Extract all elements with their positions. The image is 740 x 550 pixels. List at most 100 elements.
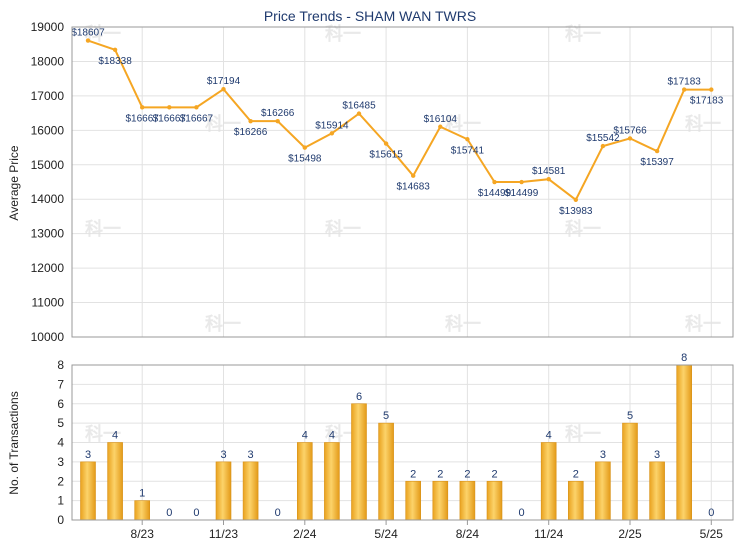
watermark-text: 科一 [445,313,481,334]
transactions-axis-label: No. of Transactions [7,391,21,494]
transactions-y-tick-label: 8 [57,358,64,372]
transaction-bar [486,480,503,521]
transaction-bar-label: 5 [627,410,633,422]
price-point [411,173,416,178]
transaction-bar [242,461,259,521]
price-point [194,105,199,110]
transaction-bar-label: 0 [708,507,714,519]
transaction-bar-label: 2 [437,468,443,480]
transaction-bar-label: 2 [573,468,579,480]
price-point [465,137,470,142]
transaction-bar [595,461,611,521]
x-tick-label: 8/24 [456,527,480,541]
price-point [546,177,551,182]
transaction-bar-label: 5 [383,410,389,422]
transaction-bar-label: 4 [546,430,552,442]
transaction-bar [405,480,422,521]
transaction-bar [215,461,232,521]
price-point [438,124,443,129]
price-data-label: $16667 [126,113,160,124]
transaction-bar [296,442,313,521]
price-point [167,105,172,110]
price-point [682,87,687,92]
transaction-bar [622,422,638,521]
transaction-bar-label: 3 [220,449,226,461]
transaction-bar-label: 3 [85,449,91,461]
transaction-bar [378,422,394,521]
price-y-tick-label: 19000 [31,20,65,34]
transactions-plot-frame [71,364,734,521]
watermark-text: 科一 [85,423,121,444]
price-data-label: $18338 [98,56,132,67]
price-y-tick-label: 17000 [31,89,65,103]
price-point [383,141,389,146]
transactions-y-tick-label: 5 [57,416,64,430]
watermark-text: 科一 [565,218,601,239]
price-point [85,38,91,43]
transactions-y-tick-label: 4 [57,436,64,450]
watermark-text: 科一 [685,113,721,134]
transaction-bar [567,480,584,521]
transaction-bar [432,480,449,521]
transaction-bar [80,461,96,521]
watermark-text: 科一 [445,113,481,134]
price-data-label: $15542 [586,133,620,144]
watermark-text: 科一 [565,423,601,444]
price-point [627,136,633,141]
price-point [140,105,145,110]
x-tick-label: 2/24 [293,527,317,541]
transaction-bar-label: 4 [112,430,118,442]
price-data-label: $15615 [369,150,403,161]
price-data-label: $16104 [424,114,458,125]
transactions-y-tick-label: 2 [57,474,64,488]
price-data-label: $14499 [478,188,512,199]
transaction-bar-label: 2 [410,468,416,480]
price-point [302,145,307,150]
price-point [654,148,660,154]
transaction-bar [324,442,340,521]
transaction-bar-label: 0 [166,507,172,519]
price-point [329,131,335,136]
price-y-tick-label: 15000 [31,158,65,172]
price-data-label: $15914 [315,120,349,131]
price-data-label: $15766 [613,125,647,136]
price-data-label: $14581 [532,166,566,177]
transaction-bar-label: 0 [519,507,525,519]
price-data-label: $16667 [180,113,214,124]
price-data-label: $17183 [668,77,702,88]
transaction-bar [459,480,476,521]
transactions-y-tick-label: 3 [57,455,64,469]
price-point [573,197,578,203]
price-data-label: $16485 [342,101,376,112]
price-data-label: $16266 [261,108,295,119]
x-tick-label: 11/23 [209,527,238,541]
price-axis-label: Average Price [7,145,21,220]
price-data-label: $15498 [288,154,322,165]
price-y-tick-label: 16000 [31,123,65,137]
price-data-label: $13983 [559,206,593,217]
transactions-y-tick-label: 7 [57,377,64,391]
price-point [221,87,226,92]
transaction-bar [649,461,665,521]
price-data-label: $17183 [690,96,724,107]
price-point [275,118,280,124]
transaction-bar-label: 3 [600,449,606,461]
transaction-bar-label: 2 [491,468,497,480]
transactions-y-tick-label: 6 [57,397,64,411]
price-point [248,118,253,124]
watermark-text: 科一 [85,23,121,44]
price-point [112,47,118,53]
price-point [709,87,714,92]
transactions-y-tick-label: 0 [57,513,64,527]
price-y-tick-label: 12000 [31,261,65,275]
x-tick-label: 5/24 [374,527,398,541]
transaction-bar-label: 3 [248,449,254,461]
price-line-layer: $18607$18338$16667$16667$16667$17194$162… [71,28,723,217]
price-y-ticks: 10000 11000 12000 13000 14000 15000 16000 17000… [31,20,65,344]
price-point [356,111,362,116]
chart-title: Price Trends - SHAM WAN TWRS [264,8,476,24]
transaction-bar-label: 2 [464,468,470,480]
transaction-bar [134,500,150,521]
transaction-bars: 3 4 1 0 0 3 3 0 4 4 6 5 2 2 2 2 0 4 2 3 5 3 8 0 [80,352,714,521]
